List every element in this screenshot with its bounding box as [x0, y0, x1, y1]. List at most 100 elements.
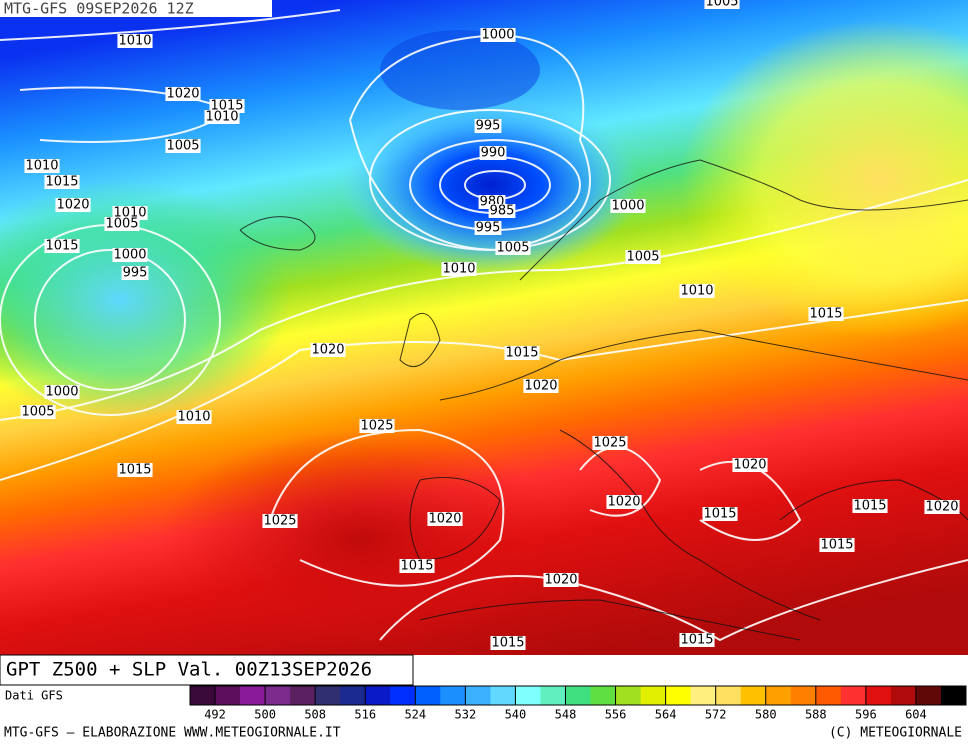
isobar-label: 1000 — [610, 199, 646, 214]
isobar-label: 1010 — [441, 262, 477, 277]
isobar-label: 1005 — [165, 139, 201, 154]
isobar-value: 1015 — [45, 175, 78, 190]
isobar-value: 1020 — [607, 495, 640, 510]
isobar-value: 1020 — [428, 512, 461, 527]
colorbar-tick-label: 548 — [555, 708, 577, 722]
colorbar-swatch — [690, 686, 717, 705]
isobar-label: 1025 — [359, 419, 395, 434]
map-title-box — [0, 654, 414, 686]
isobar-value: 1025 — [360, 419, 393, 434]
isobar-label: 990 — [479, 146, 507, 161]
isobar-label: 1015 — [852, 499, 888, 514]
isobar-label-bg — [165, 87, 201, 101]
colorbar-swatch — [640, 686, 667, 705]
isobar-value: 995 — [476, 221, 501, 236]
colorbar-tick-label: 532 — [455, 708, 477, 722]
colorbar-swatch — [415, 686, 441, 705]
isobar-label-bg — [679, 633, 715, 647]
colorbar-swatch — [615, 686, 642, 705]
isobar-label-bg — [679, 284, 715, 298]
isobar-value: 1015 — [505, 346, 538, 361]
colorbar-tick-label: 508 — [304, 708, 326, 722]
source-label: Dati GFS — [5, 689, 63, 703]
isobar-value: 1005 — [21, 405, 54, 420]
colorbar-swatch — [365, 686, 391, 705]
colorbar-swatch — [815, 686, 842, 705]
isobar-value: 1010 — [680, 284, 713, 299]
colorbar-frame — [189, 685, 967, 706]
isobar-label: 1015 — [44, 175, 80, 190]
isobar-label: 1015 — [808, 307, 844, 322]
isobar-label: 1015 — [44, 239, 80, 254]
isobar-value: 1000 — [611, 199, 644, 214]
isobar-value: 1025 — [263, 514, 296, 529]
isobar-label-bg — [359, 419, 395, 433]
run-label: MTG-GFS 09SEP2026 12Z — [4, 0, 194, 18]
colorbar-swatch — [565, 686, 592, 705]
colorbar-swatch — [265, 686, 291, 705]
isobar-value: 1015 — [680, 633, 713, 648]
isobar-label-bg — [165, 139, 201, 153]
isobar-label-bg — [479, 146, 507, 160]
colorbar-tick-label: 580 — [755, 708, 777, 722]
isobar-value: 1015 — [853, 499, 886, 514]
colorbar-tick-label: 524 — [404, 708, 426, 722]
colorbar-swatch — [890, 686, 917, 705]
isobar-value: 1020 — [311, 343, 344, 358]
run-box — [0, 0, 272, 17]
colorbar-swatch — [590, 686, 617, 705]
isobar-label: 1015 — [209, 99, 245, 114]
isobar-label-bg — [399, 559, 435, 573]
isobar-label-bg — [176, 410, 212, 424]
isobar-label-bg — [592, 436, 628, 450]
isobar-label-bg — [704, 0, 740, 9]
isobar-label-bg — [20, 405, 56, 419]
isobar-label-bg — [819, 538, 855, 552]
isobar-label-bg — [732, 458, 768, 472]
isobar-label-bg — [474, 119, 502, 133]
isobar-value: 1010 — [25, 159, 58, 174]
isobar-label-bg — [55, 198, 91, 212]
isobar-label-bg — [504, 346, 540, 360]
isobar-label-bg — [488, 204, 516, 218]
isobar-label: 1005 — [104, 217, 140, 232]
colorbar-swatch — [290, 686, 316, 705]
isobar-value: 1000 — [481, 28, 514, 43]
colorbar-swatch — [215, 686, 241, 705]
colorbar-tick-label: 556 — [605, 708, 627, 722]
isobar-label-bg — [44, 175, 80, 189]
isobar-label: 995 — [121, 266, 149, 281]
isobar-label: 1015 — [504, 346, 540, 361]
map — [0, 0, 968, 656]
isobar-value: 1015 — [809, 307, 842, 322]
isobar-label: 1010 — [117, 34, 153, 49]
isobar-value: 1010 — [205, 110, 238, 125]
isobar-label-bg — [310, 343, 346, 357]
isobar-label: 1020 — [165, 87, 201, 102]
isobar-label: 1025 — [262, 514, 298, 529]
isobar-label: 1025 — [592, 436, 628, 451]
colorbar-swatch — [340, 686, 366, 705]
isobar-label-bg — [495, 241, 531, 255]
isobar-label: 1020 — [310, 343, 346, 358]
isobar-label-bg — [24, 159, 60, 173]
isobar-label: 1000 — [112, 248, 148, 263]
isobar-value: 1005 — [105, 217, 138, 232]
isobar-value: 1005 — [166, 139, 199, 154]
isobar-value: 1000 — [113, 248, 146, 263]
isobar-label: 1020 — [543, 573, 579, 588]
colorbar-swatch — [915, 686, 942, 705]
colorbar-tick-label: 540 — [505, 708, 527, 722]
isobar-label-bg — [262, 514, 298, 528]
isobar-label: 1005 — [20, 405, 56, 420]
colorbar-swatch — [315, 686, 341, 705]
isobar-label-bg — [606, 495, 642, 509]
isobar-label: 1005 — [704, 0, 740, 10]
isobar-label-bg — [104, 217, 140, 231]
isobar-value: 1015 — [118, 463, 151, 478]
isobar-label-bg — [490, 636, 526, 650]
isobar-label-bg — [121, 266, 149, 280]
isobar-value: 995 — [476, 119, 501, 134]
colorbar-tick-label: 500 — [254, 708, 276, 722]
